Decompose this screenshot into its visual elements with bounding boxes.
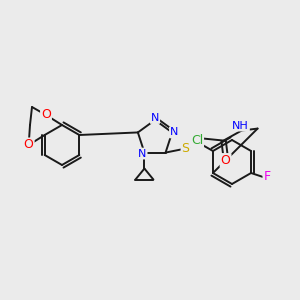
Text: N: N — [151, 113, 159, 123]
Text: O: O — [24, 139, 34, 152]
Text: NH: NH — [232, 121, 249, 130]
Text: O: O — [220, 154, 230, 167]
Text: N: N — [138, 148, 147, 159]
Text: N: N — [170, 128, 178, 137]
Text: S: S — [182, 142, 190, 155]
Text: O: O — [41, 109, 51, 122]
Text: F: F — [263, 170, 271, 184]
Text: Cl: Cl — [191, 134, 203, 146]
